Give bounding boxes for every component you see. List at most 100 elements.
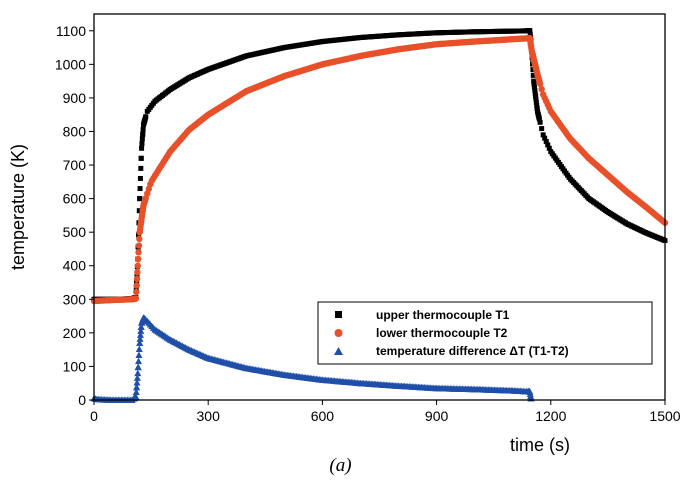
legend-label-t1: upper thermocouple T1 bbox=[376, 308, 510, 322]
data-point bbox=[531, 78, 537, 84]
y-tick-label: 1000 bbox=[55, 56, 86, 72]
data-point bbox=[132, 393, 140, 400]
figure-caption: (a) bbox=[329, 455, 352, 476]
y-tick-label: 0 bbox=[78, 392, 86, 408]
data-point bbox=[542, 135, 548, 141]
legend: upper thermocouple T1 lower thermocouple… bbox=[317, 301, 653, 365]
data-point bbox=[136, 331, 144, 338]
y-tick-label: 1100 bbox=[56, 23, 86, 39]
data-point bbox=[136, 335, 144, 342]
data-point bbox=[134, 262, 141, 269]
data-point bbox=[140, 126, 146, 132]
y-axis-label: temperature (K) bbox=[8, 144, 28, 270]
data-point bbox=[139, 145, 145, 151]
y-tick-label: 400 bbox=[63, 258, 87, 274]
data-point bbox=[133, 383, 141, 391]
data-point bbox=[143, 114, 149, 120]
data-point bbox=[546, 145, 552, 151]
data-point bbox=[136, 208, 142, 214]
data-point bbox=[533, 96, 539, 102]
legend-box bbox=[317, 301, 653, 365]
data-point bbox=[134, 279, 140, 285]
data-point bbox=[543, 139, 549, 145]
data-point bbox=[139, 136, 145, 142]
data-point bbox=[133, 379, 141, 386]
x-tick-label: 600 bbox=[311, 408, 335, 424]
data-point bbox=[135, 345, 143, 352]
legend-label-t2: lower thermocouple T2 bbox=[376, 326, 508, 340]
data-point bbox=[536, 116, 542, 122]
data-point bbox=[132, 295, 140, 302]
data-point bbox=[532, 87, 538, 93]
data-point bbox=[135, 242, 143, 249]
data-point bbox=[534, 102, 540, 108]
y-tick-label: 500 bbox=[63, 224, 87, 240]
data-point bbox=[137, 186, 143, 192]
series-1 bbox=[91, 28, 668, 302]
data-point bbox=[538, 85, 545, 93]
data-point bbox=[134, 369, 142, 377]
data-point bbox=[537, 119, 543, 125]
x-tick-label: 0 bbox=[90, 408, 98, 424]
data-point bbox=[530, 72, 536, 78]
data-point bbox=[533, 93, 539, 99]
data-point bbox=[531, 81, 537, 87]
data-point bbox=[133, 288, 140, 296]
data-point bbox=[539, 126, 545, 132]
data-point bbox=[527, 28, 533, 34]
y-tick-label: 600 bbox=[63, 191, 87, 207]
data-point bbox=[136, 339, 144, 346]
data-point bbox=[134, 269, 141, 276]
x-tick-label: 300 bbox=[197, 408, 221, 424]
legend-item-t2: lower thermocouple T2 bbox=[334, 326, 508, 340]
legend-marker-square bbox=[335, 311, 342, 318]
plot-area bbox=[90, 28, 669, 403]
x-tick-label: 1200 bbox=[535, 408, 566, 424]
data-point bbox=[540, 132, 546, 138]
y-tick-label: 700 bbox=[63, 157, 87, 173]
data-point bbox=[531, 84, 537, 90]
data-point bbox=[133, 374, 141, 381]
plot-frame bbox=[93, 13, 666, 401]
y-tick-label: 800 bbox=[63, 123, 87, 139]
legend-marker-triangle bbox=[334, 347, 343, 355]
data-point bbox=[132, 388, 140, 395]
data-point bbox=[137, 327, 145, 334]
series-2 bbox=[90, 34, 669, 305]
series-3 bbox=[90, 314, 535, 403]
data-point bbox=[134, 363, 142, 371]
y-tick-label: 300 bbox=[63, 291, 87, 307]
y-tick-label: 200 bbox=[63, 325, 87, 341]
data-point bbox=[140, 131, 146, 137]
data-point bbox=[135, 357, 143, 365]
data-point bbox=[533, 99, 539, 105]
data-point bbox=[135, 351, 143, 359]
x-tick-label: 900 bbox=[425, 408, 449, 424]
data-point bbox=[532, 90, 538, 96]
data-point bbox=[138, 155, 144, 161]
data-point bbox=[139, 141, 145, 147]
data-point bbox=[536, 80, 544, 88]
axis-ticks: 0 300 600 900 1200 1500 0 100 200 300 400 500 600 700… bbox=[55, 23, 681, 424]
y-tick-label: 100 bbox=[63, 358, 87, 374]
data-point bbox=[545, 142, 551, 148]
data-point bbox=[534, 105, 540, 111]
data-point bbox=[137, 196, 143, 202]
data-point bbox=[527, 31, 533, 37]
data-point bbox=[137, 175, 143, 181]
data-point bbox=[133, 282, 140, 289]
data-point bbox=[137, 323, 145, 330]
data-point bbox=[530, 67, 536, 73]
legend-label-dt: temperature difference ΔT (T1-T2) bbox=[376, 344, 569, 358]
legend-item-t1: upper thermocouple T1 bbox=[335, 308, 510, 322]
y-tick-label: 900 bbox=[63, 90, 87, 106]
data-point bbox=[138, 165, 144, 171]
data-point bbox=[134, 255, 142, 263]
data-point bbox=[136, 235, 143, 243]
data-point bbox=[135, 249, 142, 256]
legend-marker-circle bbox=[334, 329, 343, 337]
legend-item-dt: temperature difference ΔT (T1-T2) bbox=[334, 344, 569, 358]
x-axis-label: time (s) bbox=[510, 435, 570, 455]
x-tick-label: 1500 bbox=[649, 408, 680, 424]
